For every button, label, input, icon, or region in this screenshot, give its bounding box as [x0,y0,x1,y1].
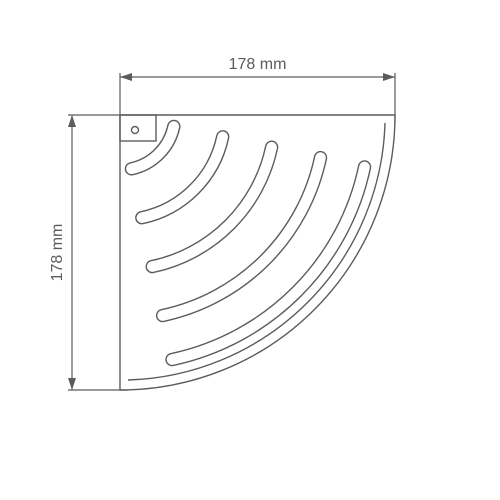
dim-label-left: 178 mm [49,224,66,282]
drain-slot-3 [146,141,277,272]
dim-label-top: 178 mm [229,56,287,73]
dimension-top: 178 mm [120,56,395,123]
arrow-top-right [383,73,395,81]
drain-slot-2 [136,131,229,224]
technical-drawing: 178 mm 178 mm [0,0,500,500]
dimension-left: 178 mm [49,115,128,390]
arrow-left-top [68,115,76,127]
arrow-left-bottom [68,378,76,390]
outer-outline [120,115,395,390]
inner-outline [128,123,385,380]
arrow-top-left [120,73,132,81]
drain-slots [125,120,370,365]
corner-shelf-part [120,115,395,390]
mount-hole-icon [132,127,139,134]
drain-slot-1 [125,120,179,174]
